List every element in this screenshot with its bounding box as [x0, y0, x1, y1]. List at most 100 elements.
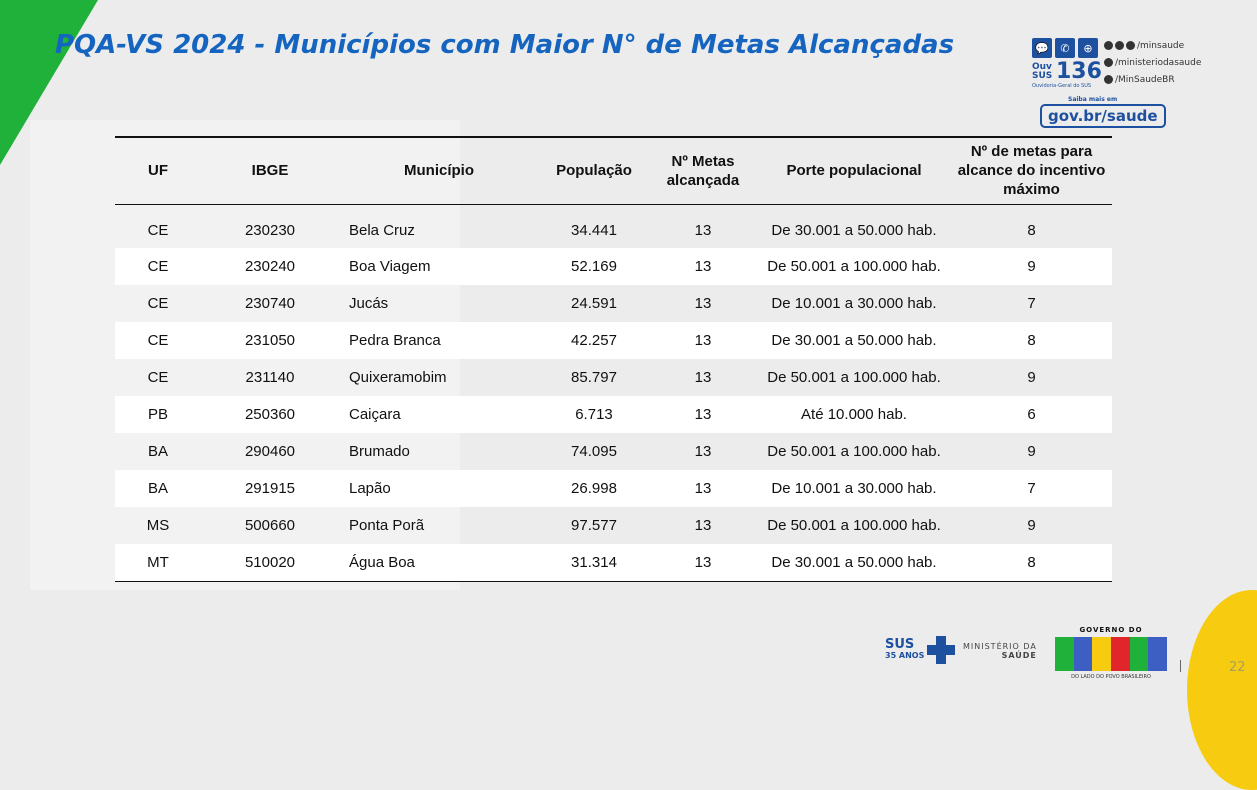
col-municipio: Município: [404, 162, 474, 180]
cell-uf: CE: [147, 258, 169, 275]
cell-uf: MT: [147, 553, 169, 571]
cell-populacao: 26.998: [571, 480, 617, 497]
cell-municipio: Caiçara: [349, 406, 401, 423]
cell-uf: CE: [147, 221, 169, 239]
cell-metas-incentivo: 8: [1027, 553, 1036, 571]
cell-populacao: 34.441: [571, 221, 617, 239]
col-metas-alcancada: Nº Metas alcançada: [666, 152, 740, 189]
cell-ibge: 500660: [244, 517, 296, 534]
col-ibge: IBGE: [251, 162, 289, 180]
cell-porte: De 30.001 a 50.000 hab.: [771, 553, 937, 571]
cell-municipio: Boa Viagem: [349, 258, 431, 275]
cell-municipio: Quixeramobim: [349, 369, 447, 386]
cell-uf: BA: [147, 443, 168, 460]
social-facebook-instagram-twitter: /minsaude: [1104, 41, 1184, 51]
saiba-mais-label: Saiba mais em: [1068, 96, 1118, 103]
col-populacao: População: [556, 162, 632, 180]
ouvidoria-subtitle: Ouvidoria-Geral do SUS: [1032, 83, 1092, 89]
governo-brasil-logo: GOVERNO DO DO LADO DO POVO BRASILEIRO: [1055, 626, 1168, 680]
cell-metas-incentivo: 9: [1027, 443, 1036, 460]
municipios-table: UF IBGE Município População Nº Metas alc…: [115, 136, 1112, 582]
cell-uf: MS: [146, 517, 170, 534]
cell-porte: De 50.001 a 100.000 hab.: [767, 517, 941, 534]
cell-ibge: 231140: [245, 369, 295, 386]
table-row: CE 230740 Jucás 24.591 13 De 10.001 a 30.000 …: [115, 285, 1112, 322]
cell-porte: De 50.001 a 100.000 hab.: [767, 258, 941, 275]
govbr-saude-link[interactable]: gov.br/saude: [1040, 104, 1166, 128]
cell-metas: 13: [694, 406, 712, 423]
cell-metas: 13: [694, 480, 712, 497]
table-row: PB 250360 Caiçara 6.713 13 Até 10.000 hab. 6: [115, 396, 1112, 433]
cell-populacao: 52.169: [571, 258, 617, 275]
cell-metas-incentivo: 9: [1027, 369, 1036, 386]
page-number: 22: [1229, 660, 1246, 675]
chat-icon: 💬: [1032, 38, 1052, 58]
ouvidoria-logo: Ouv SUS 136: [1032, 59, 1102, 84]
contact-block: 💬 ✆ ⊕ Ouv SUS 136 Ouvidoria-Geral do SUS …: [1032, 38, 1212, 128]
cell-uf: CE: [147, 295, 169, 312]
cell-metas: 13: [694, 553, 712, 571]
cell-porte: De 50.001 a 100.000 hab.: [767, 443, 941, 460]
col-uf: UF: [148, 162, 168, 180]
table-row: MT 510020 Água Boa 31.314 13 De 30.001 a 50.0…: [115, 544, 1112, 581]
cell-populacao: 97.577: [571, 517, 617, 534]
table-row: MS 500660 Ponta Porã 97.577 13 De 50.001 a 10…: [115, 507, 1112, 544]
cell-porte: De 30.001 a 50.000 hab.: [771, 221, 937, 239]
cell-metas-incentivo: 8: [1027, 332, 1036, 349]
cell-metas-incentivo: 9: [1027, 258, 1036, 275]
cell-populacao: 24.591: [571, 295, 617, 312]
cell-ibge: 230230: [244, 221, 296, 239]
table-row: BA 291915 Lapão 26.998 13 De 10.001 a 30.000 …: [115, 470, 1112, 507]
cell-municipio: Jucás: [349, 295, 389, 312]
background-panel: [30, 120, 460, 590]
cell-metas-incentivo: 8: [1027, 221, 1036, 239]
sus-35-anos-logo: SUS 35 ANOS: [885, 636, 956, 664]
table-row: CE 231050 Pedra Branca 42.257 13 De 30.001 a …: [115, 322, 1112, 359]
cell-porte: De 10.001 a 30.000 hab.: [771, 295, 937, 312]
phone-icon: ✆: [1055, 38, 1075, 58]
cell-metas-incentivo: 7: [1027, 480, 1036, 497]
col-porte: Porte populacional: [786, 162, 922, 180]
cell-porte: De 50.001 a 100.000 hab.: [767, 369, 941, 386]
cell-populacao: 6.713: [575, 406, 613, 423]
cell-ibge: 510020: [244, 553, 296, 571]
ministerio-saude-logo: MINISTÉRIO DA SAÚDE: [963, 642, 1037, 660]
social-linkedin: /ministeriodasaude: [1104, 58, 1201, 68]
globe-icon: ⊕: [1078, 38, 1098, 58]
table-header-row: UF IBGE Município População Nº Metas alc…: [115, 137, 1112, 204]
cell-municipio: Pedra Branca: [349, 332, 441, 349]
cell-metas-incentivo: 7: [1027, 295, 1036, 312]
cell-uf: BA: [147, 480, 168, 497]
cell-metas: 13: [694, 517, 712, 534]
cell-populacao: 31.314: [571, 553, 617, 571]
table-row: CE 230240 Boa Viagem 52.169 13 De 50.001 a 10…: [115, 248, 1112, 285]
cell-ibge: 231050: [244, 332, 296, 349]
cell-populacao: 74.095: [571, 443, 617, 460]
yellow-corner-decoration: [1187, 590, 1257, 790]
table-row: CE 231140 Quixeramobim 85.797 13 De 50.001 a …: [115, 359, 1112, 396]
cell-metas: 13: [694, 332, 712, 349]
social-youtube: /MinSaudeBR: [1104, 75, 1175, 85]
cell-metas: 13: [694, 221, 712, 239]
cell-ibge: 250360: [244, 406, 296, 423]
table-row: CE 230230 Bela Cruz 34.441 13 De 30.001 a 50.…: [115, 204, 1112, 248]
cell-metas: 13: [694, 258, 712, 275]
cell-porte: De 10.001 a 30.000 hab.: [771, 480, 937, 497]
divider: [1180, 660, 1181, 672]
cell-porte: De 30.001 a 50.000 hab.: [771, 332, 937, 349]
cell-municipio: Bela Cruz: [349, 221, 415, 239]
cell-uf: CE: [147, 369, 169, 386]
cell-porte: Até 10.000 hab.: [801, 406, 907, 423]
cell-metas-incentivo: 9: [1027, 517, 1036, 534]
cell-municipio: Ponta Porã: [349, 517, 425, 534]
cell-uf: CE: [147, 332, 169, 349]
cell-populacao: 42.257: [571, 332, 617, 349]
cell-populacao: 85.797: [571, 369, 617, 386]
cell-municipio: Lapão: [349, 480, 391, 497]
slide-title: PQA-VS 2024 - Municípios com Maior N° de…: [55, 30, 955, 60]
cell-metas-incentivo: 6: [1027, 406, 1036, 423]
table-row: BA 290460 Brumado 74.095 13 De 50.001 a 100.0…: [115, 433, 1112, 470]
cell-municipio: Brumado: [349, 443, 410, 460]
cell-ibge: 291915: [244, 480, 296, 497]
cross-icon: [927, 636, 956, 664]
